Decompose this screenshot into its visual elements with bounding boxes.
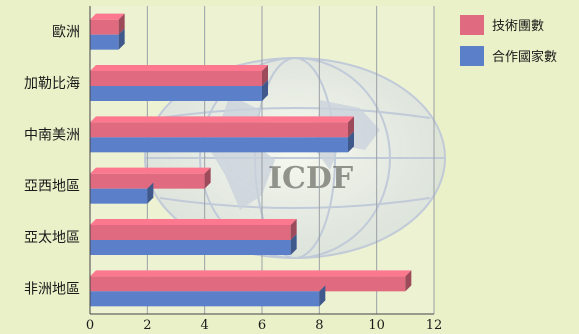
grid (146, 6, 435, 314)
globe-watermark: ICDF (144, 57, 446, 259)
bar-side-2-2 (262, 80, 268, 101)
bar-2-3 (90, 137, 348, 153)
bar-1-1 (90, 19, 119, 35)
watermark-text: ICDF (268, 161, 353, 196)
legend-label-series-1: 技術團數 (492, 19, 544, 34)
bar-side-1-6 (405, 270, 412, 292)
x-tick-label: 4 (201, 318, 209, 330)
bar-2-4 (90, 188, 148, 204)
legend-swatch-series-1 (460, 15, 484, 35)
legend: 技術團數 合作國家數 (460, 15, 557, 66)
x-tick-label: 0 (86, 318, 94, 330)
category-label: 亞西地區 (24, 179, 80, 195)
bar-top-3 (90, 116, 354, 123)
category-label: 非洲地區 (24, 281, 80, 297)
bar-side-1-1 (118, 13, 125, 35)
bar-1-6 (90, 276, 406, 292)
x-tick-label: 6 (258, 318, 266, 330)
bar-2-1 (90, 34, 119, 50)
bar-side-1-2 (262, 65, 268, 86)
bars (90, 13, 412, 307)
bar-side-1-3 (348, 116, 354, 138)
bar-side-1-5 (290, 219, 297, 240)
bar-side-2-4 (147, 182, 154, 204)
bar-2-5 (90, 240, 291, 255)
category-label: 中南美洲 (24, 127, 80, 143)
category-label: 歐洲 (52, 25, 80, 41)
category-label: 亞太地區 (24, 230, 80, 246)
bar-top-1 (90, 13, 125, 20)
legend-label-series-2: 合作國家數 (492, 49, 557, 65)
legend-swatch-series-2 (460, 46, 484, 66)
x-tick-labels: 0 2 4 6 8 10 12 (86, 318, 443, 333)
bar-side-2-1 (118, 28, 125, 50)
bar-top-2 (90, 65, 268, 71)
bar-1-2 (90, 71, 262, 86)
bar-top-5 (90, 219, 297, 225)
bar-2-6 (90, 291, 320, 307)
bar-side-2-5 (290, 234, 297, 255)
category-label: 加勒比海 (24, 76, 80, 92)
bar-1-5 (90, 225, 291, 240)
x-tick-label: 10 (368, 318, 385, 330)
bar-2-2 (90, 86, 262, 101)
x-tick-label: 2 (143, 318, 151, 330)
bar-side-2-6 (319, 285, 326, 307)
x-tick-label: 12 (426, 318, 443, 330)
bar-top-4 (90, 167, 211, 174)
bar-1-3 (90, 122, 348, 138)
bar-side-2-3 (348, 131, 354, 153)
bar-top-6 (90, 270, 412, 277)
x-tick-label: 8 (315, 318, 323, 330)
bar-side-1-4 (204, 167, 211, 189)
bar-1-4 (90, 173, 205, 189)
